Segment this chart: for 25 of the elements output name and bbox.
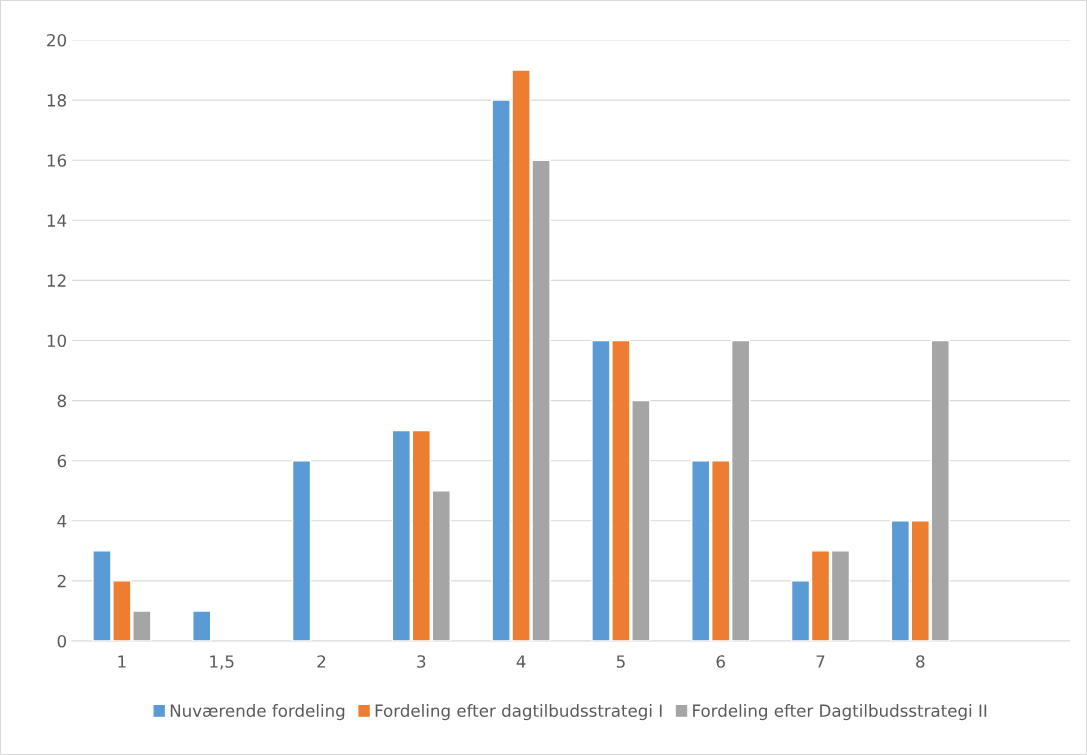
- y-tick-label: 6: [57, 454, 67, 468]
- y-tick-label: 2: [57, 574, 66, 588]
- x-tick-label: 5: [616, 655, 625, 668]
- bar: [192, 610, 212, 641]
- x-tick-label: 6: [716, 655, 725, 668]
- legend-label: Fordeling efter dagtilbudsstrategi I: [375, 704, 662, 721]
- x-tick-label: 1: [118, 655, 126, 668]
- y-tick-label: 18: [47, 94, 66, 107]
- x-tick-label: 2: [317, 655, 326, 668]
- x-tick-label: 3: [417, 655, 426, 668]
- y-tick-label: 10: [47, 334, 67, 348]
- y-tick-label: 8: [57, 394, 66, 408]
- legend-label: Fordeling efter Dagtilbudsstrategi II: [693, 704, 987, 721]
- bar: [291, 460, 312, 641]
- y-tick-label: 20: [47, 33, 67, 47]
- x-tick-label: 8: [916, 655, 925, 668]
- x-tick-label: 7: [816, 655, 825, 668]
- y-tick-label: 16: [47, 154, 67, 167]
- x-tick-label: 1,5: [210, 655, 234, 670]
- x-tick-label: 4: [516, 655, 526, 668]
- y-tick-label: 14: [47, 214, 67, 227]
- legend-label: Nuværende fordeling: [170, 704, 345, 721]
- y-tick-label: 4: [57, 514, 67, 528]
- y-tick-label: 12: [47, 274, 66, 287]
- y-tick-label: 0: [57, 634, 67, 648]
